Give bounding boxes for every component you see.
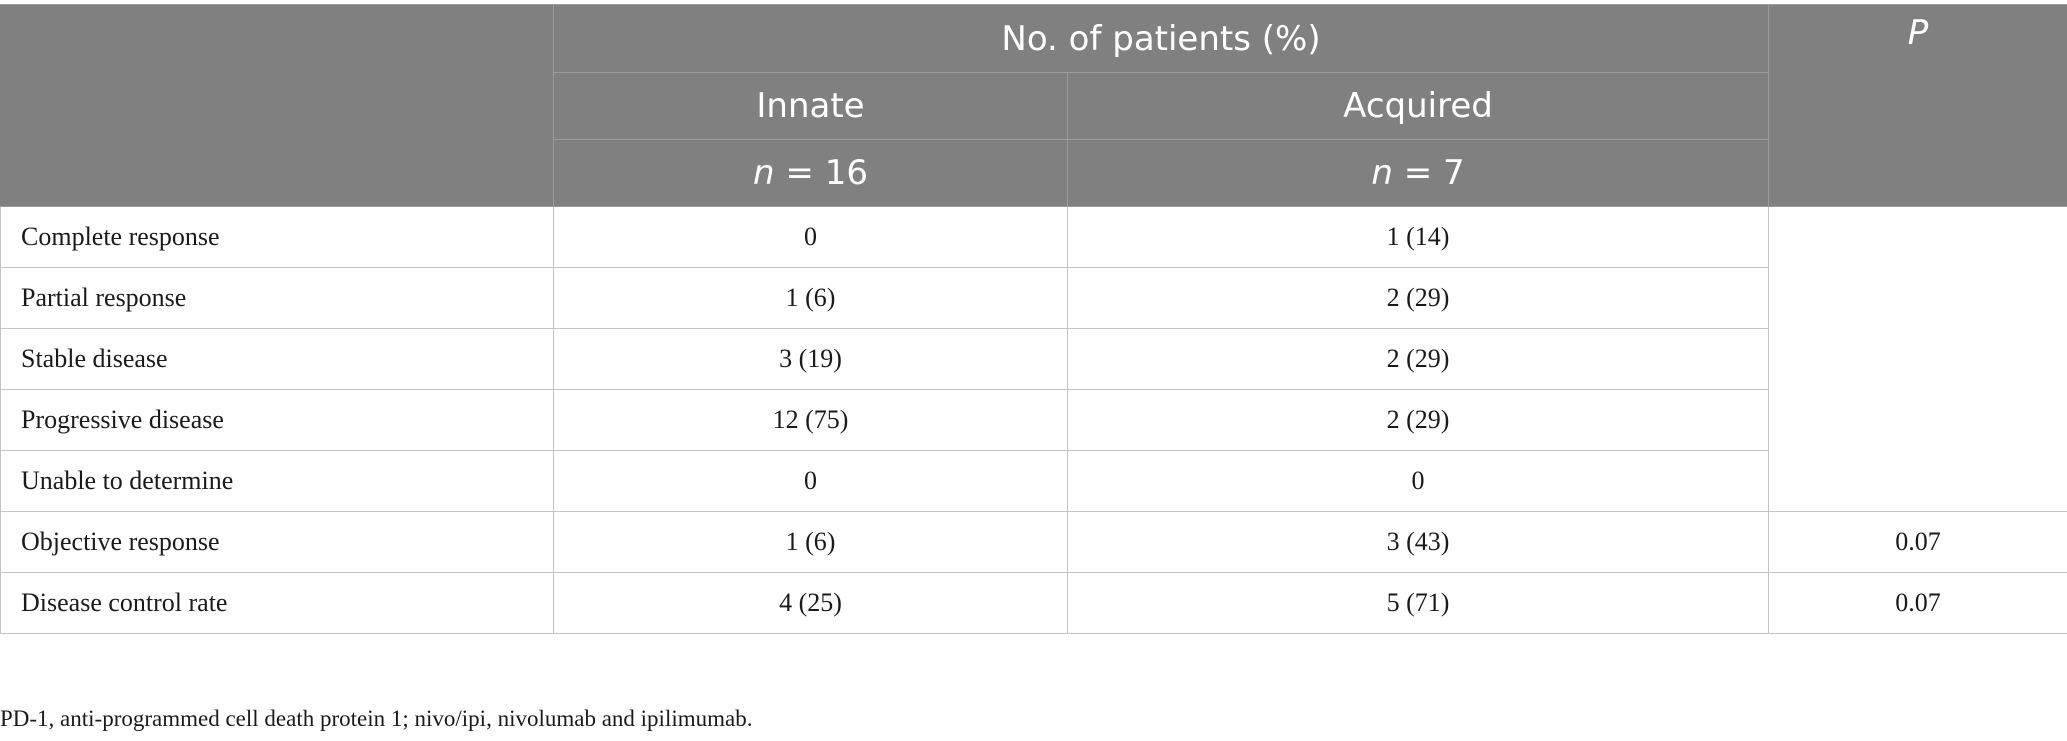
innate-value: 0 xyxy=(553,450,1068,512)
table-footnote: PD-1, anti-programmed cell death protein… xyxy=(0,706,753,731)
table-row: Disease control rate 4 (25) 5 (71) 0.07 xyxy=(0,572,2067,634)
table-header: No. of patients (%) P Innate Acquired n … xyxy=(0,4,2067,207)
acquired-value: 2 (29) xyxy=(1067,389,1769,451)
p-value xyxy=(1768,328,2067,390)
p-value xyxy=(1768,450,2067,512)
column-header-acquired: Acquired xyxy=(1067,72,1769,140)
row-label: Complete response xyxy=(0,206,554,268)
p-value: 0.07 xyxy=(1768,572,2067,634)
acquired-value: 0 xyxy=(1067,450,1769,512)
column-header-innate: Innate xyxy=(553,72,1068,140)
p-value xyxy=(1768,267,2067,329)
header-row-group: No. of patients (%) P xyxy=(0,4,2067,207)
p-value xyxy=(1768,389,2067,451)
table-row: Partial response 1 (6) 2 (29) xyxy=(0,267,2067,329)
p-value-header: P xyxy=(1768,4,2067,207)
header-row-groups: Innate Acquired xyxy=(1,72,2067,140)
innate-value: 0 xyxy=(553,206,1068,268)
table-row: Progressive disease 12 (75) 2 (29) xyxy=(0,389,2067,451)
table-row: Stable disease 3 (19) 2 (29) xyxy=(0,328,2067,390)
innate-value: 1 (6) xyxy=(553,267,1068,329)
acquired-value: 5 (71) xyxy=(1067,572,1769,634)
row-label: Disease control rate xyxy=(0,572,554,634)
results-table: No. of patients (%) P Innate Acquired n … xyxy=(0,4,2067,634)
table-row: Unable to determine 0 0 xyxy=(0,450,2067,512)
n-symbol: n xyxy=(1371,153,1393,193)
header-empty-cell xyxy=(0,4,554,207)
table-body: Complete response 0 1 (14) Partial respo… xyxy=(0,206,2067,634)
p-value xyxy=(1768,206,2067,268)
acquired-value: 2 (29) xyxy=(1067,267,1769,329)
innate-value: 12 (75) xyxy=(553,389,1068,451)
header-row-counts: n = 16 n = 7 xyxy=(1,139,2067,207)
n-value: = 16 xyxy=(785,153,868,193)
row-label: Objective response xyxy=(0,511,554,573)
p-value: 0.07 xyxy=(1768,511,2067,573)
acquired-value: 2 (29) xyxy=(1067,328,1769,390)
group-title: No. of patients (%) xyxy=(553,4,1769,73)
acquired-value: 3 (43) xyxy=(1067,511,1769,573)
acquired-value: 1 (14) xyxy=(1067,206,1769,268)
count-header-acquired: n = 7 xyxy=(1067,139,1769,207)
row-label: Progressive disease xyxy=(0,389,554,451)
table-row: Complete response 0 1 (14) xyxy=(0,206,2067,268)
row-label: Partial response xyxy=(0,267,554,329)
count-header-innate: n = 16 xyxy=(553,139,1068,207)
n-value: = 7 xyxy=(1403,153,1465,193)
n-symbol: n xyxy=(753,153,775,193)
row-label: Stable disease xyxy=(0,328,554,390)
row-label: Unable to determine xyxy=(0,450,554,512)
innate-value: 3 (19) xyxy=(553,328,1068,390)
innate-value: 1 (6) xyxy=(553,511,1068,573)
innate-value: 4 (25) xyxy=(553,572,1068,634)
table-row: Objective response 1 (6) 3 (43) 0.07 xyxy=(0,511,2067,573)
